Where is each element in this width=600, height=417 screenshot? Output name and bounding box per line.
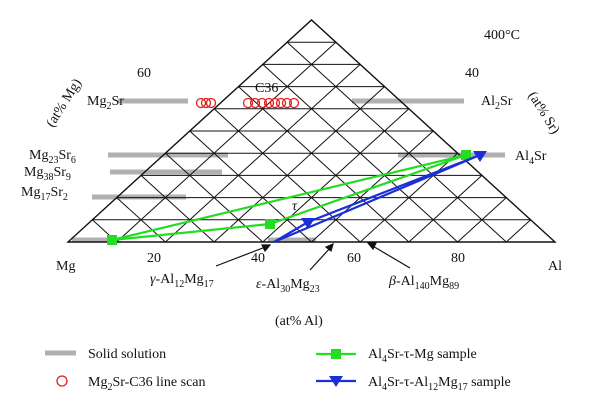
scan-point bbox=[281, 97, 293, 109]
gamma-arrow bbox=[215, 245, 269, 267]
green-marker bbox=[461, 150, 471, 160]
tick-bottom-60: 60 bbox=[347, 251, 361, 266]
axis-bottom-label: (at% Al) bbox=[275, 314, 323, 329]
scan-point bbox=[200, 97, 212, 109]
label-gamma: γ-Al12Mg17 bbox=[150, 272, 214, 290]
scan-point bbox=[275, 97, 287, 109]
legend-line-scan-label: Mg2Sr-C36 line scan bbox=[88, 375, 206, 393]
scan-point bbox=[205, 97, 217, 109]
tick-right-40: 40 bbox=[465, 66, 479, 81]
label-tau: τ bbox=[292, 199, 298, 214]
blue-marker bbox=[473, 151, 487, 162]
tick-left-60: 60 bbox=[137, 66, 151, 81]
legend-green-marker bbox=[331, 349, 341, 359]
label-mg38sr9: Mg38Sr9 bbox=[24, 165, 71, 183]
temperature-label: 400°C bbox=[484, 28, 520, 43]
axis-right-label: (at% Sr) bbox=[525, 89, 563, 137]
legend-blue-label: Al4Sr-τ-Al12Mg17 sample bbox=[368, 375, 511, 393]
blue-sample-triangle bbox=[273, 151, 487, 244]
corner-mg: Mg bbox=[56, 259, 75, 274]
legend-line-scan-swatch bbox=[56, 375, 68, 387]
ternary-grid bbox=[66, 19, 557, 243]
green-sample-triangle bbox=[107, 150, 471, 245]
axis-left-label: (at% Mg) bbox=[44, 76, 86, 130]
beta-arrow bbox=[370, 244, 411, 269]
tick-bottom-20: 20 bbox=[147, 251, 161, 266]
phase-arrows bbox=[215, 242, 411, 271]
tick-bottom-40: 40 bbox=[251, 251, 265, 266]
green-marker bbox=[107, 235, 117, 245]
scan-point bbox=[242, 97, 254, 109]
label-mg23sr6: Mg23Sr6 bbox=[29, 148, 76, 166]
label-epsilon: ε-Al30Mg23 bbox=[256, 277, 320, 295]
line-scan-points bbox=[195, 97, 300, 109]
scan-point bbox=[195, 97, 207, 109]
label-al2sr: Al2Sr bbox=[481, 94, 513, 112]
label-beta: β-Al140Mg89 bbox=[388, 274, 459, 292]
tick-bottom-80: 80 bbox=[451, 251, 465, 266]
corner-al: Al bbox=[548, 259, 562, 274]
scan-point bbox=[263, 97, 275, 109]
green-marker bbox=[265, 219, 275, 229]
epsilon-arrow bbox=[309, 246, 332, 271]
legend-solid-solution-label: Solid solution bbox=[88, 347, 166, 362]
scan-point bbox=[269, 97, 281, 109]
blue-marker bbox=[301, 218, 315, 229]
legend-green-label: Al4Sr-τ-Mg sample bbox=[368, 347, 477, 365]
legend-blue-marker bbox=[329, 376, 343, 387]
label-mg2sr: Mg2Sr bbox=[87, 94, 124, 112]
label-al4sr: Al4Sr bbox=[515, 149, 547, 167]
scan-point bbox=[256, 97, 268, 109]
scan-point bbox=[249, 97, 261, 109]
label-mg17sr2: Mg17Sr2 bbox=[21, 185, 68, 203]
label-c36: C36 bbox=[255, 81, 278, 96]
legend: Solid solution Mg2Sr-C36 line scan Al4Sr… bbox=[45, 347, 511, 393]
scan-point bbox=[288, 97, 300, 109]
